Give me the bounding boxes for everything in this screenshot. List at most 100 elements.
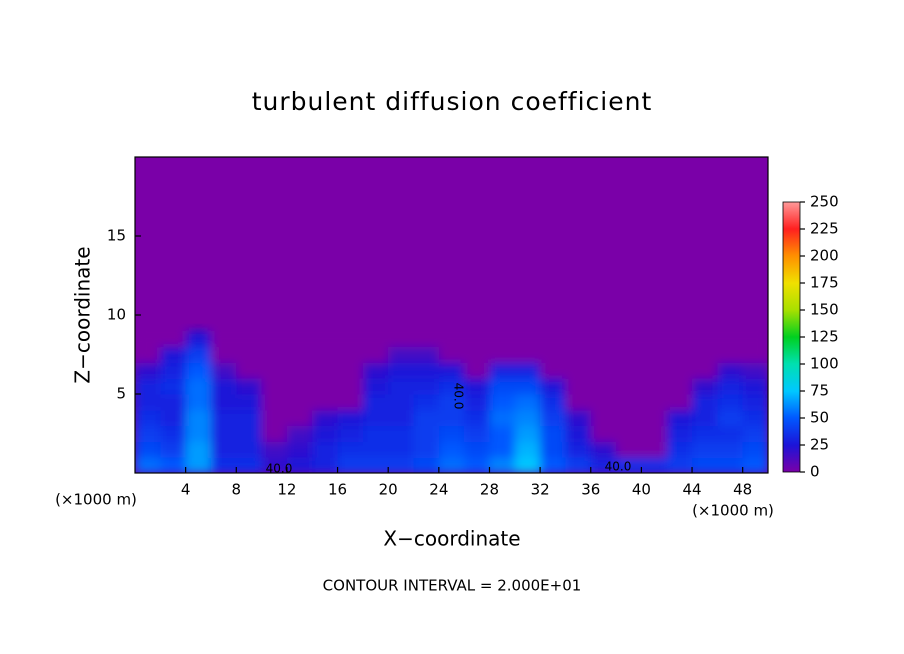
cells (135, 330, 768, 473)
cell (388, 330, 415, 348)
cell (160, 346, 187, 363)
cell (590, 362, 617, 379)
cell (362, 362, 389, 379)
cell (590, 409, 617, 427)
cell (362, 409, 389, 427)
cell (717, 441, 744, 458)
colorbar-tick-label: 175 (810, 274, 839, 292)
cell (692, 362, 718, 379)
cell (438, 346, 465, 363)
cell (590, 457, 617, 473)
contour-label: 40.0 (452, 383, 466, 410)
x-tick-label: 44 (682, 481, 701, 499)
cell (312, 457, 339, 473)
y-tick-label: 10 (107, 306, 126, 324)
cell (464, 409, 490, 427)
cell (742, 330, 768, 348)
cell (692, 330, 718, 348)
cell (514, 394, 541, 411)
cell (565, 330, 592, 348)
cell (464, 330, 490, 348)
cell (185, 378, 212, 395)
cell (717, 362, 744, 379)
cell (135, 330, 161, 348)
cell (489, 441, 516, 458)
cell (641, 330, 668, 348)
cell (236, 409, 263, 427)
cell (641, 409, 668, 427)
cell (388, 394, 415, 411)
cell (160, 409, 187, 427)
cell (388, 378, 415, 395)
cell (185, 346, 212, 363)
x-tick-label: 40 (632, 481, 651, 499)
cell (261, 425, 288, 442)
cell (286, 362, 313, 379)
cell (616, 409, 642, 427)
cell (185, 330, 212, 348)
cell (514, 409, 541, 427)
cell (286, 425, 313, 442)
cell (641, 394, 668, 411)
cell (616, 441, 642, 458)
cell (514, 378, 541, 395)
cell (666, 425, 693, 442)
cell (413, 457, 440, 473)
cell (312, 409, 339, 427)
cell (692, 457, 718, 473)
colorbar-tick-label: 50 (810, 409, 829, 427)
cell (135, 394, 161, 411)
cell (438, 441, 465, 458)
colorbar-tick-label: 25 (810, 436, 829, 454)
cell (666, 346, 693, 363)
cell (312, 425, 339, 442)
cell (666, 394, 693, 411)
cell (388, 346, 415, 363)
cell (160, 394, 187, 411)
cell (590, 346, 617, 363)
contour-label: 40.0 (266, 462, 293, 476)
cell (160, 330, 187, 348)
cell (742, 394, 768, 411)
colorbar-tick-label: 225 (810, 220, 839, 238)
cell (464, 394, 490, 411)
cell (616, 330, 642, 348)
x-tick-label: 20 (379, 481, 398, 499)
cell (135, 457, 161, 473)
cell (514, 330, 541, 348)
cell (135, 409, 161, 427)
cell (438, 362, 465, 379)
cell (210, 457, 237, 473)
cell (540, 457, 566, 473)
cell (312, 378, 339, 395)
cell (717, 394, 744, 411)
cell (565, 441, 592, 458)
cell (540, 346, 566, 363)
cell (514, 425, 541, 442)
cell (286, 346, 313, 363)
x-tick-label: 36 (581, 481, 600, 499)
y-axis-label: Z−coordinate (71, 246, 95, 383)
field (135, 157, 768, 473)
cell (464, 346, 490, 363)
cell (337, 394, 364, 411)
cell (135, 378, 161, 395)
cell (565, 346, 592, 363)
cell (388, 457, 415, 473)
cell (717, 378, 744, 395)
cell (666, 457, 693, 473)
cell (565, 425, 592, 442)
cell (337, 330, 364, 348)
cell (210, 394, 237, 411)
x-tick-label: 32 (531, 481, 550, 499)
cell (590, 425, 617, 442)
colorbar (782, 201, 801, 473)
cell (312, 346, 339, 363)
cell (337, 425, 364, 442)
cell (464, 425, 490, 442)
x-axis-label: X−coordinate (383, 527, 520, 551)
cell (590, 394, 617, 411)
cell (236, 425, 263, 442)
x-tick-label: 4 (181, 481, 191, 499)
cell (286, 378, 313, 395)
